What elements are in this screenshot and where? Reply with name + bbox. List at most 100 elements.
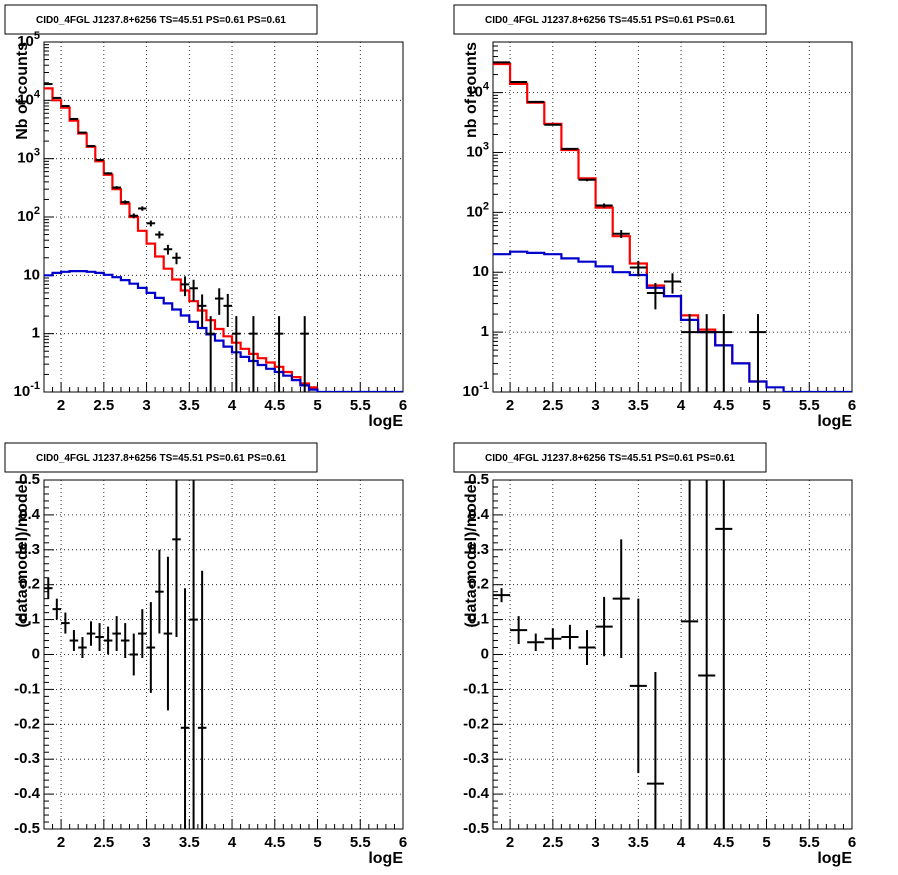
- data-point: [595, 596, 613, 657]
- x-tick-label: 2.5: [542, 834, 563, 851]
- y-tick-label: -0.5: [463, 820, 489, 837]
- y-tick-label: 103: [17, 147, 40, 167]
- data-point: [493, 588, 511, 603]
- x-tick-label: 2.5: [542, 397, 563, 414]
- x-tick-label: 3: [591, 397, 599, 414]
- data-point: [300, 316, 309, 392]
- plot-frame: [492, 479, 853, 830]
- data-point: [155, 549, 164, 634]
- data-point: [172, 480, 181, 638]
- data-point: [69, 630, 79, 652]
- y-tick-label: 104: [17, 88, 41, 108]
- y-tick-label: 0.3: [19, 541, 40, 558]
- data-point: [180, 276, 190, 297]
- chart-title: CID0_4FGL J1237.8+6256 TS=45.51 PS=0.61 …: [36, 15, 286, 26]
- x-tick-label: 4.5: [713, 834, 734, 851]
- series-step-line: [44, 270, 403, 392]
- grid: [493, 42, 852, 392]
- data-point: [120, 200, 130, 205]
- y-tick-label: 103: [466, 140, 489, 160]
- data-point: [698, 480, 716, 829]
- ticks: [492, 41, 853, 393]
- residual-left: CID0_4FGL J1237.8+6256 TS=45.51 PS=0.61 …: [4, 442, 407, 867]
- y-tick-label: 0.1: [468, 611, 489, 628]
- x-tick-label: 3.5: [628, 834, 649, 851]
- data-point: [52, 598, 62, 620]
- x-tick-label: 3.5: [628, 397, 649, 414]
- y-tick-label: 10: [23, 266, 40, 283]
- y-tick-label: 1: [481, 323, 489, 340]
- data-point: [189, 279, 198, 302]
- y-tick-label: 10-1: [14, 380, 40, 400]
- y-tick-label: 0.2: [19, 576, 40, 593]
- x-tick-label: 5.5: [799, 834, 820, 851]
- x-tick-label: 4: [677, 834, 686, 851]
- y-tick-label: 102: [17, 205, 40, 225]
- data-point: [527, 633, 545, 652]
- data-point: [749, 314, 767, 392]
- ticks: [492, 479, 853, 830]
- y-tick-label: -0.2: [463, 715, 489, 732]
- data-point: [578, 630, 596, 665]
- y-tick-label: 0.4: [19, 506, 41, 523]
- chart-title: CID0_4FGL J1237.8+6256 TS=45.51 PS=0.61 …: [485, 453, 735, 464]
- data-point: [232, 316, 241, 392]
- data-point: [120, 623, 130, 658]
- data-layer: [44, 83, 403, 392]
- data-point: [646, 283, 664, 310]
- x-axis-label: logE: [817, 850, 852, 867]
- chart-title-box: [4, 4, 318, 35]
- data-point: [138, 206, 147, 211]
- data-point: [561, 624, 579, 650]
- data-point: [578, 178, 596, 182]
- x-tick-label: 6: [399, 834, 407, 851]
- data-layer: [44, 480, 207, 829]
- x-tick-label: 3: [142, 397, 150, 414]
- data-point: [544, 628, 562, 650]
- x-tick-label: 2: [506, 834, 514, 851]
- y-tick-label: 0.3: [468, 541, 489, 558]
- data-point: [527, 100, 545, 103]
- y-axis-label: Nb of counts: [14, 42, 31, 140]
- x-tick-label: 5.5: [350, 834, 371, 851]
- plot-frame: [43, 479, 404, 830]
- data-point: [146, 602, 156, 693]
- y-tick-label: 1: [32, 325, 40, 342]
- y-tick-label: -0.2: [14, 715, 40, 732]
- y-tick-label: 0: [32, 645, 40, 662]
- x-tick-label: 4.5: [713, 397, 734, 414]
- data-point: [103, 172, 113, 175]
- y-tick-label: 0.5: [468, 471, 489, 488]
- data-point: [274, 316, 284, 392]
- spectrum-right: CID0_4FGL J1237.8+6256 TS=45.51 PS=0.61 …: [453, 4, 856, 430]
- data-point: [197, 570, 207, 829]
- data-point: [214, 288, 224, 315]
- data-point: [138, 609, 147, 658]
- x-tick-label: 5.5: [350, 397, 371, 414]
- data-point: [61, 104, 70, 107]
- x-tick-label: 6: [848, 397, 856, 414]
- data-point: [612, 539, 630, 658]
- y-tick-label: -0.1: [14, 680, 40, 697]
- data-point: [681, 480, 699, 829]
- x-tick-label: 5: [313, 834, 321, 851]
- data-layer: [493, 61, 852, 392]
- y-tick-label: 0.4: [468, 506, 490, 523]
- y-tick-label: -0.3: [14, 750, 40, 767]
- x-tick-label: 6: [399, 397, 407, 414]
- y-tick-label: 10: [472, 263, 489, 280]
- data-point: [86, 144, 96, 147]
- data-point: [206, 316, 215, 392]
- x-tick-label: 4.5: [264, 397, 285, 414]
- y-tick-label: 0: [481, 645, 489, 662]
- x-tick-label: 5.5: [799, 397, 820, 414]
- data-point: [612, 230, 630, 238]
- y-tick-label: 0.5: [19, 471, 40, 488]
- data-point: [78, 131, 87, 134]
- y-axis-label: (data-model)/model: [14, 480, 31, 628]
- chart-title-box: [453, 442, 767, 473]
- x-tick-label: 5: [313, 397, 321, 414]
- data-point: [715, 480, 733, 829]
- x-axis-label: logE: [817, 413, 852, 430]
